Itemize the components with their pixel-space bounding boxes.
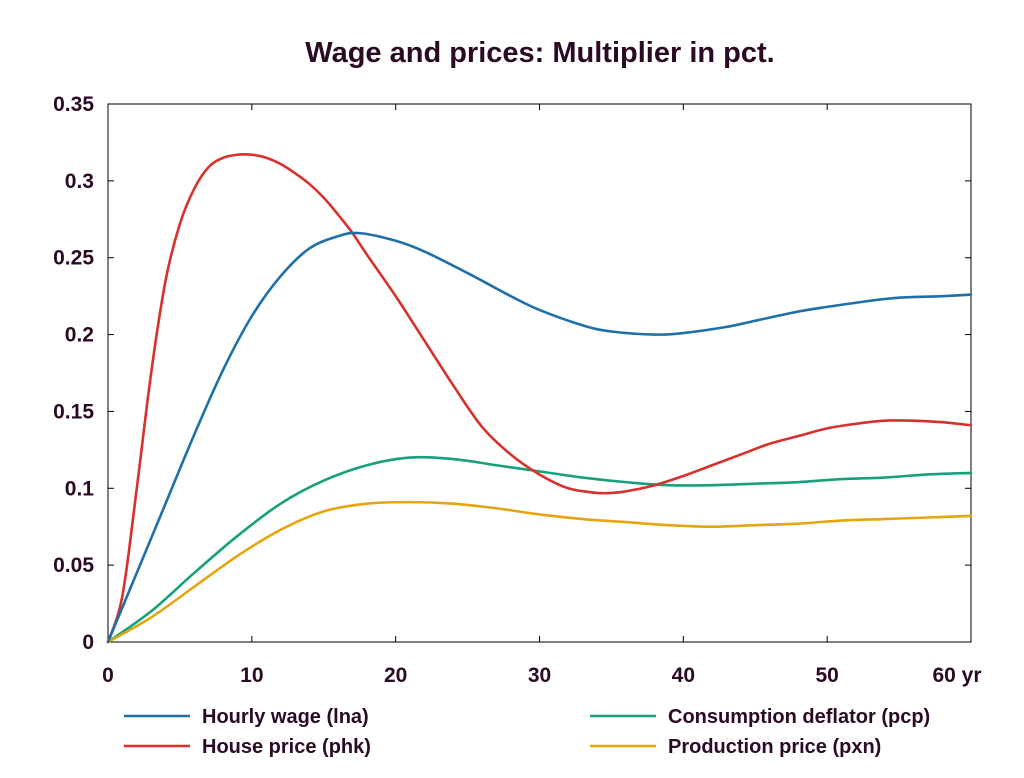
y-tick-label: 0 [82, 631, 94, 654]
y-tick-label: 0.05 [53, 554, 94, 577]
x-tick-label: 10 [240, 664, 263, 687]
plot-axes: 0 0.05 0.1 0.15 0.2 0.25 0.3 0.35 0 10 20 30 40 50 60 … [53, 93, 981, 687]
x-tick-label: 50 [815, 664, 838, 687]
y-tick-label: 0.1 [65, 477, 95, 500]
series-line-production-price-pxn [106, 500, 973, 644]
y-tick-label: 0.3 [65, 170, 94, 193]
y-tick-label: 0.2 [65, 324, 94, 347]
x-tick-label: 30 [528, 664, 551, 687]
plot-frame [107, 103, 972, 643]
x-tick-label: 60 yr [932, 664, 981, 687]
legend-label-hourly-wage-lna: Hourly wage (lna) [202, 706, 369, 728]
x-tick-label: 0 [102, 664, 114, 687]
series-line-consumption-deflator-pcp [106, 455, 973, 644]
x-tick-label: 20 [384, 664, 407, 687]
series-line-house-price-phk [106, 153, 973, 644]
y-tick-label: 0.35 [53, 93, 94, 116]
legend-label-house-price-phk: House price (phk) [202, 736, 371, 758]
legend-label-consumption-deflator-pcp: Consumption deflator (pcp) [668, 706, 930, 728]
plot-lines [106, 153, 973, 644]
y-tick-label: 0.15 [53, 400, 94, 423]
legend: Hourly wage (lna) House price (phk) Consum… [124, 706, 930, 758]
legend-label-production-price-pxn: Production price (pxn) [668, 736, 881, 758]
series-line-hourly-wage-lna [106, 231, 973, 644]
chart-title: Wage and prices: Multiplier in pct. [305, 37, 774, 69]
x-tick-label: 40 [672, 664, 695, 687]
y-tick-label: 0.25 [53, 247, 94, 270]
